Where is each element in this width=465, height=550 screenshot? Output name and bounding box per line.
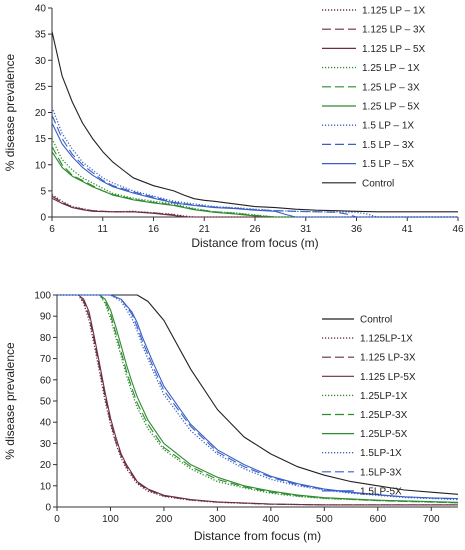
legend-label: 1.5 LP – 5X <box>362 159 414 170</box>
y-tick-label: 20 <box>35 108 47 119</box>
x-tick-label: 36 <box>351 224 363 235</box>
legend-label: 1.125LP-1X <box>360 334 413 345</box>
x-axis-label: Distance from focus (m) <box>194 529 321 543</box>
x-tick-label: 11 <box>98 224 109 235</box>
legend-label: 1.5 LP – 1X <box>362 121 414 132</box>
legend-label: 1.25LP-5X <box>360 429 408 440</box>
series-line <box>51 122 458 218</box>
y-tick-label: 5 <box>40 186 46 197</box>
legend-label: 1.125 LP-3X <box>360 353 416 364</box>
legend-label: 1.25LP-1X <box>360 391 408 402</box>
y-tick-label: 10 <box>40 481 52 492</box>
legend-label: 1.125 LP – 1X <box>362 6 426 17</box>
chart-panel-1: 0 5 10 15 20 25 30 35 40 6 11 16 21 26 31 36 41 46 Distanc… <box>3 4 464 251</box>
legend-label: 1.125 LP – 3X <box>362 25 426 36</box>
y-tick-label: 40 <box>35 4 47 15</box>
y-tick-label: 60 <box>40 375 52 386</box>
y-axis-label: % disease prevalence <box>3 53 17 171</box>
series-line <box>51 114 458 218</box>
x-tick-label: 100 <box>102 514 119 525</box>
legend-label: 1.25LP-3X <box>360 410 408 421</box>
legend-label: Control <box>360 315 392 326</box>
y-tick-label: 15 <box>35 134 47 145</box>
legend-label: 1.5LP-3X <box>360 467 402 478</box>
x-tick-label: 700 <box>423 514 440 525</box>
chart-panel-2: 0 10 20 30 40 50 60 70 80 90 100 0 100 200 300 400 500 60… <box>3 291 459 543</box>
y-tick-label: 100 <box>34 291 51 302</box>
y-tick-label: 80 <box>40 333 52 344</box>
series-line <box>57 294 459 503</box>
legend-label: 1.5 LP – 3X <box>362 140 414 151</box>
series-line <box>51 107 458 218</box>
x-tick-label: 26 <box>249 224 261 235</box>
series-line <box>57 294 459 495</box>
legend-label: 1.25 LP – 5X <box>362 102 420 113</box>
x-tick-label: 600 <box>369 514 386 525</box>
legend-label: Control <box>362 178 394 189</box>
x-axis-label: Distance from focus (m) <box>191 236 318 250</box>
legend-label: 1.125 LP – 5X <box>362 44 426 55</box>
legend-label: 1.25 LP – 1X <box>362 63 420 74</box>
y-tick-label: 35 <box>35 30 47 41</box>
x-tick-label: 21 <box>199 224 211 235</box>
x-tick-label: 16 <box>148 224 160 235</box>
y-tick-label: 50 <box>40 397 52 408</box>
legend-label: 1.5LP-5X <box>360 486 402 497</box>
x-tick-label: 200 <box>156 514 173 525</box>
y-tick-label: 90 <box>40 312 52 323</box>
series-line <box>57 294 459 500</box>
legend: Control 1.125LP-1X 1.125 LP-3X 1.125 LP-5X 1… <box>322 315 416 497</box>
y-axis-label: % disease prevalence <box>3 342 17 460</box>
x-tick-label: 6 <box>49 224 55 235</box>
y-tick-label: 10 <box>35 160 47 171</box>
series-line <box>51 197 458 218</box>
legend: 1.125 LP – 1X 1.125 LP – 3X 1.125 LP – 5X 1… <box>322 6 426 189</box>
y-tick-label: 0 <box>45 503 51 514</box>
series-line <box>57 294 459 501</box>
y-tick-label: 25 <box>35 82 47 93</box>
x-tick-label: 500 <box>316 514 333 525</box>
legend-label: 1.125 LP-5X <box>360 372 416 383</box>
y-tick-label: 30 <box>35 56 47 67</box>
x-tick-label: 46 <box>452 224 464 235</box>
series-line <box>57 294 458 506</box>
series-line <box>57 294 458 506</box>
x-tick-label: 31 <box>300 224 312 235</box>
y-tick-label: 70 <box>40 354 52 365</box>
series-line <box>51 31 458 213</box>
x-tick-label: 300 <box>209 514 226 525</box>
x-tick-label: 0 <box>54 514 60 525</box>
series-line <box>57 294 459 504</box>
y-tick-label: 30 <box>40 439 52 450</box>
x-tick-label: 41 <box>402 224 414 235</box>
legend-label: 1.5LP-1X <box>360 448 402 459</box>
series-line <box>51 151 458 218</box>
y-tick-label: 20 <box>40 460 52 471</box>
y-tick-label: 40 <box>40 418 52 429</box>
y-tick-label: 0 <box>40 213 46 224</box>
legend-label: 1.25 LP – 3X <box>362 82 420 93</box>
series-line <box>51 193 458 218</box>
x-tick-label: 400 <box>263 514 280 525</box>
series-line <box>57 294 459 500</box>
